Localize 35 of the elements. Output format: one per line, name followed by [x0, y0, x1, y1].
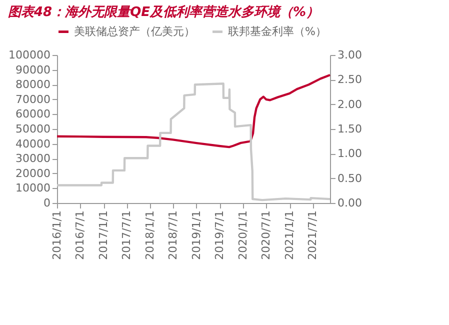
y-tick-label: 70000: [16, 92, 50, 106]
x-tick-label: 2019/1/1: [190, 210, 203, 260]
line-series: [56, 74, 332, 148]
y-tick-label: 0: [44, 196, 50, 210]
y-tick-label: 20000: [16, 166, 50, 180]
y2-tick-label: 0.00: [338, 196, 362, 210]
x-tick-label: 2019/7/1: [213, 210, 226, 260]
y2-tick-label: 2.00: [338, 98, 362, 111]
x-tick-label: 2021/1/1: [283, 210, 296, 260]
y-tick-label: 90000: [16, 63, 50, 76]
line-series: [56, 82, 332, 202]
y2-tick-label: 1.50: [338, 122, 362, 136]
y-tick-label: 10000: [16, 182, 50, 195]
y-tick-label: 60000: [16, 108, 50, 121]
x-tick-label: 2017/1/1: [97, 210, 110, 260]
y2-tick-label: 0.50: [338, 172, 362, 185]
x-tick-label: 2020/7/1: [260, 210, 273, 260]
x-tick-label: 2016/7/1: [74, 210, 87, 260]
x-tick-label: 2016/1/1: [50, 210, 64, 260]
y-tick-label: 30000: [16, 152, 50, 166]
y-tick-label: 100000: [8, 48, 50, 62]
y-tick-label: 40000: [16, 137, 50, 150]
x-tick-label: 2020/1/1: [236, 210, 250, 260]
y2-tick-label: 3.00: [338, 48, 362, 62]
legend-label: 联邦基金利率（%）: [228, 24, 326, 38]
y2-tick-label: 2.50: [338, 73, 362, 86]
legend-label: 美联储总资产（亿美元）: [74, 24, 195, 38]
chart-title: 图表48：海外无限量QE及低利率营造水多环境（%）: [8, 4, 320, 20]
x-tick-label: 2021/7/1: [306, 210, 320, 260]
x-tick-label: 2018/7/1: [166, 210, 180, 260]
y2-tick-label: 1.00: [338, 147, 362, 160]
y-tick-label: 80000: [16, 78, 50, 92]
x-tick-label: 2017/7/1: [120, 210, 134, 260]
y-tick-label: 50000: [16, 122, 50, 136]
x-tick-label: 2018/1/1: [144, 210, 157, 260]
